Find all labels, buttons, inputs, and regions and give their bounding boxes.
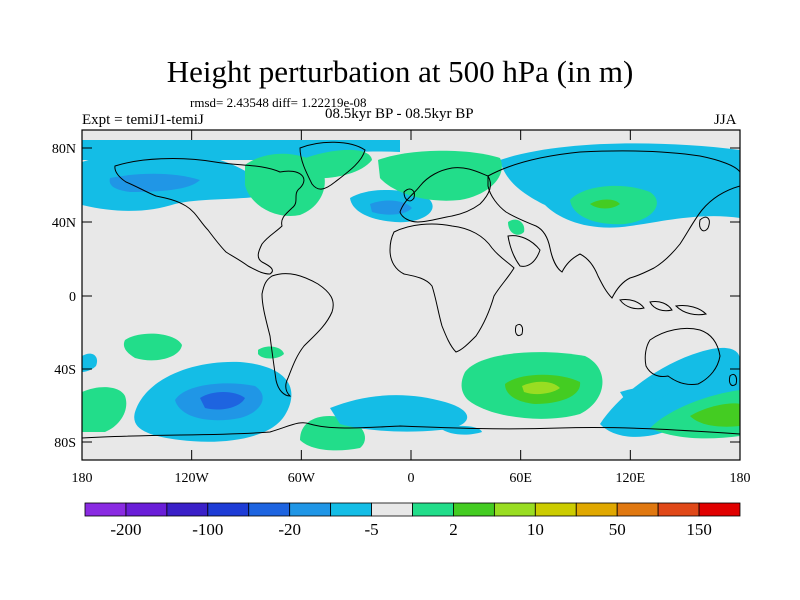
anomaly-region bbox=[82, 353, 98, 372]
colorbar-swatch bbox=[330, 502, 372, 517]
latitude-ticks: 80N 40N 0 40S 80S bbox=[52, 142, 740, 451]
anomaly-region bbox=[300, 149, 372, 179]
coastline-africa bbox=[389, 223, 515, 353]
lat-tick-label: 40S bbox=[54, 363, 76, 378]
anomaly-region bbox=[258, 346, 284, 359]
coastline-japan bbox=[699, 216, 710, 232]
coastline-uk bbox=[403, 188, 415, 202]
coastline-arabia bbox=[507, 235, 541, 267]
colorbar-swatch bbox=[575, 502, 618, 517]
colorbar-swatch bbox=[84, 502, 127, 517]
lat-tick-label: 40N bbox=[52, 216, 76, 231]
lon-tick-label: 180 bbox=[72, 471, 93, 486]
coastline-madagascar bbox=[515, 323, 523, 337]
coastline-greenland bbox=[299, 141, 366, 190]
lat-tick-label: 80S bbox=[54, 436, 76, 451]
lon-tick-label: 60E bbox=[509, 471, 532, 486]
coastlines bbox=[82, 141, 740, 439]
coastline-asia bbox=[487, 150, 740, 299]
season-label: JJA bbox=[714, 112, 737, 128]
colorbar-swatch bbox=[493, 502, 536, 517]
colorbar-label: -200 bbox=[110, 520, 141, 539]
experiment-label: Expt = temiJ1-temiJ bbox=[82, 112, 204, 128]
coastline-south-america bbox=[261, 273, 334, 397]
colorbar-swatch bbox=[125, 502, 168, 517]
anomaly-contours bbox=[82, 140, 740, 451]
lat-tick-label: 80N bbox=[52, 142, 76, 157]
colorbar-swatch bbox=[453, 502, 495, 517]
coastline-north-america bbox=[114, 158, 305, 275]
colorbar-swatch bbox=[371, 502, 413, 517]
lon-tick-label: 0 bbox=[408, 471, 415, 486]
colorbar-label: 150 bbox=[686, 520, 712, 539]
colorbar-swatch bbox=[248, 502, 291, 517]
anomaly-region bbox=[590, 199, 620, 209]
colorbar-label: 2 bbox=[449, 520, 458, 539]
anomaly-region bbox=[522, 381, 560, 395]
anomaly-region bbox=[378, 150, 502, 201]
colorbar-swatch bbox=[534, 502, 577, 517]
anomaly-region bbox=[200, 392, 245, 410]
plot-title: Height perturbation at 500 hPa (in m) bbox=[166, 54, 634, 89]
anomaly-region bbox=[330, 395, 468, 432]
coastline-australia bbox=[644, 327, 721, 385]
lon-tick-label: 180 bbox=[730, 471, 751, 486]
longitude-ticks: 180 120W 60W 0 60E 120E 180 bbox=[72, 130, 751, 486]
anomaly-region bbox=[508, 219, 525, 235]
period-label: 08.5kyr BP - 08.5kyr BP bbox=[325, 106, 474, 122]
anomaly-region bbox=[123, 333, 182, 361]
colorbar-swatch bbox=[289, 502, 332, 517]
colorbar: -200 -100 -20 -5 2 10 50 150 bbox=[84, 502, 741, 539]
anomaly-region bbox=[109, 173, 200, 192]
colorbar-label: -20 bbox=[278, 520, 301, 539]
colorbar-label: -5 bbox=[364, 520, 378, 539]
anomaly-region bbox=[620, 386, 670, 402]
anomaly-region bbox=[600, 347, 740, 437]
coastline-antarctica bbox=[82, 422, 740, 439]
coastline-indonesia bbox=[619, 299, 708, 316]
anomaly-region bbox=[370, 200, 412, 215]
colorbar-label: -100 bbox=[192, 520, 223, 539]
anomaly-region bbox=[500, 143, 740, 228]
colorbar-label: 50 bbox=[609, 520, 626, 539]
rmsd-stats: rmsd= 2.43548 diff= 1.22219e-08 bbox=[190, 95, 367, 110]
anomaly-region bbox=[690, 403, 740, 427]
colorbar-swatch bbox=[698, 502, 741, 517]
colorbar-swatch bbox=[166, 502, 209, 517]
lon-tick-label: 120E bbox=[616, 471, 646, 486]
colorbar-swatch bbox=[616, 502, 659, 517]
lat-tick-label: 0 bbox=[69, 290, 76, 305]
colorbar-label: 10 bbox=[527, 520, 544, 539]
coastline-new-zealand bbox=[729, 373, 737, 387]
lon-tick-label: 120W bbox=[175, 471, 210, 486]
colorbar-swatch bbox=[412, 502, 454, 517]
colorbar-swatch bbox=[207, 502, 250, 517]
colorbar-swatch bbox=[657, 502, 700, 517]
lon-tick-label: 60W bbox=[288, 471, 316, 486]
anomaly-region bbox=[82, 387, 127, 432]
